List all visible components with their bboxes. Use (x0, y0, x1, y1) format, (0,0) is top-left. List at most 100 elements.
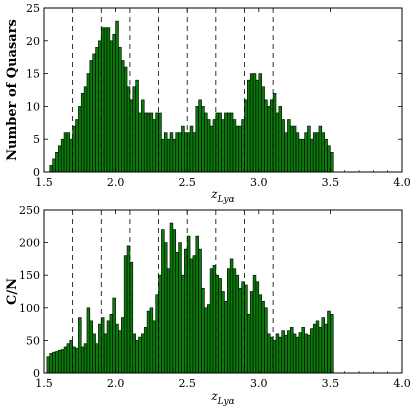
histogram-bar (212, 119, 217, 173)
histogram-bar (89, 320, 93, 374)
histogram-bar (58, 349, 62, 374)
histogram-bar (287, 119, 291, 173)
histogram-bar (121, 60, 125, 173)
histogram-bar (163, 132, 168, 173)
histogram-bar (72, 125, 76, 173)
histogram-bar (267, 106, 271, 173)
histogram-bar (201, 106, 205, 173)
histogram-bar (169, 132, 174, 173)
x-tick-label: 4.0 (393, 176, 411, 189)
y-tick-label: 0 (33, 367, 40, 380)
histogram-bar (192, 255, 197, 374)
histogram-bar (115, 323, 119, 374)
histogram-bar (161, 229, 165, 374)
histogram-bar (166, 138, 171, 173)
histogram-bar (298, 138, 303, 173)
histogram-bar (252, 274, 257, 374)
histogram-bar (138, 336, 142, 374)
histogram-bar (126, 86, 131, 173)
histogram-bar (166, 268, 171, 374)
histogram-bar (261, 86, 265, 173)
histogram-bar (83, 343, 88, 374)
histogram-bar (195, 235, 199, 374)
histogram-bar (172, 229, 177, 374)
histogram-bar (295, 132, 300, 173)
histogram-bar (158, 274, 162, 374)
histogram-bar (238, 125, 242, 173)
histogram-bar (155, 112, 159, 173)
x-tick-label: 1.5 (35, 176, 53, 189)
y-tick-label: 20 (26, 35, 40, 48)
histogram-bar (269, 99, 274, 173)
x-tick-label: 2.0 (107, 176, 125, 189)
histogram-bar (175, 252, 179, 374)
histogram-bar (264, 99, 268, 173)
histogram-bar (163, 242, 168, 374)
histogram-bar (98, 40, 102, 173)
histogram-bar (295, 336, 300, 374)
histogram-bar (269, 336, 274, 374)
histogram-bar (215, 274, 220, 374)
histogram-bar (204, 307, 208, 374)
histogram-bar (60, 349, 65, 374)
histogram-bar (106, 320, 111, 374)
histogram-bar (143, 327, 148, 374)
histogram-bar (229, 258, 234, 374)
histogram-bar (152, 119, 156, 173)
x-axis-label: zLyα (210, 187, 234, 205)
histogram-bar (315, 320, 320, 374)
histogram-bar (66, 132, 71, 173)
histogram-bar (63, 132, 68, 173)
histogram-bar (201, 287, 205, 374)
x-tick-label: 1.5 (35, 377, 53, 390)
plot-frame (43, 7, 403, 173)
plot-frame (43, 209, 403, 374)
histogram-bar (189, 125, 194, 173)
histogram-bar (169, 222, 174, 374)
histogram-bar (115, 20, 119, 173)
histogram-bar (118, 47, 122, 173)
histogram-bar (189, 258, 194, 374)
histogram-bar (249, 73, 254, 173)
histogram-bar (123, 66, 128, 173)
histogram-bar (215, 112, 220, 173)
histogram-bar (330, 152, 334, 173)
x-axis-label: zLyα (210, 389, 234, 407)
histogram-bar (318, 327, 323, 374)
histogram-bar (218, 112, 222, 173)
x-tick-label: 4.0 (393, 377, 411, 390)
histogram-bar (224, 112, 228, 173)
histogram-bar (100, 27, 105, 173)
histogram-bar (272, 92, 277, 173)
histogram-bar (235, 125, 240, 173)
histogram-bar (278, 106, 283, 173)
histogram-bar (60, 138, 65, 173)
histogram-bar (221, 291, 225, 374)
x-tick-label: 3.0 (250, 377, 268, 390)
histogram-bar (149, 112, 154, 173)
y-tick-label: 150 (19, 269, 40, 282)
histogram-bar (49, 353, 53, 374)
histogram-bar (235, 274, 240, 374)
histogram-bar (304, 132, 308, 173)
histogram-bar (141, 333, 145, 374)
histogram-bar (66, 343, 71, 374)
histogram-bar (80, 346, 85, 374)
histogram-bar (327, 145, 331, 173)
histogram-bar (184, 132, 188, 173)
histogram-bar (86, 307, 91, 374)
histogram-bar (155, 294, 159, 374)
histogram-bar (143, 112, 148, 173)
histogram-bar (315, 132, 320, 173)
histogram-bar (152, 320, 156, 374)
y-axis-label: Number of Quasars (5, 19, 20, 161)
histogram-bar (69, 138, 73, 173)
histogram-bar (98, 323, 102, 374)
histogram-bar (135, 79, 139, 173)
histogram-bar (198, 99, 202, 173)
histogram-bar (301, 138, 305, 173)
histogram-bar (252, 73, 257, 173)
histogram-bar (255, 79, 260, 173)
histogram-bar (135, 340, 139, 374)
